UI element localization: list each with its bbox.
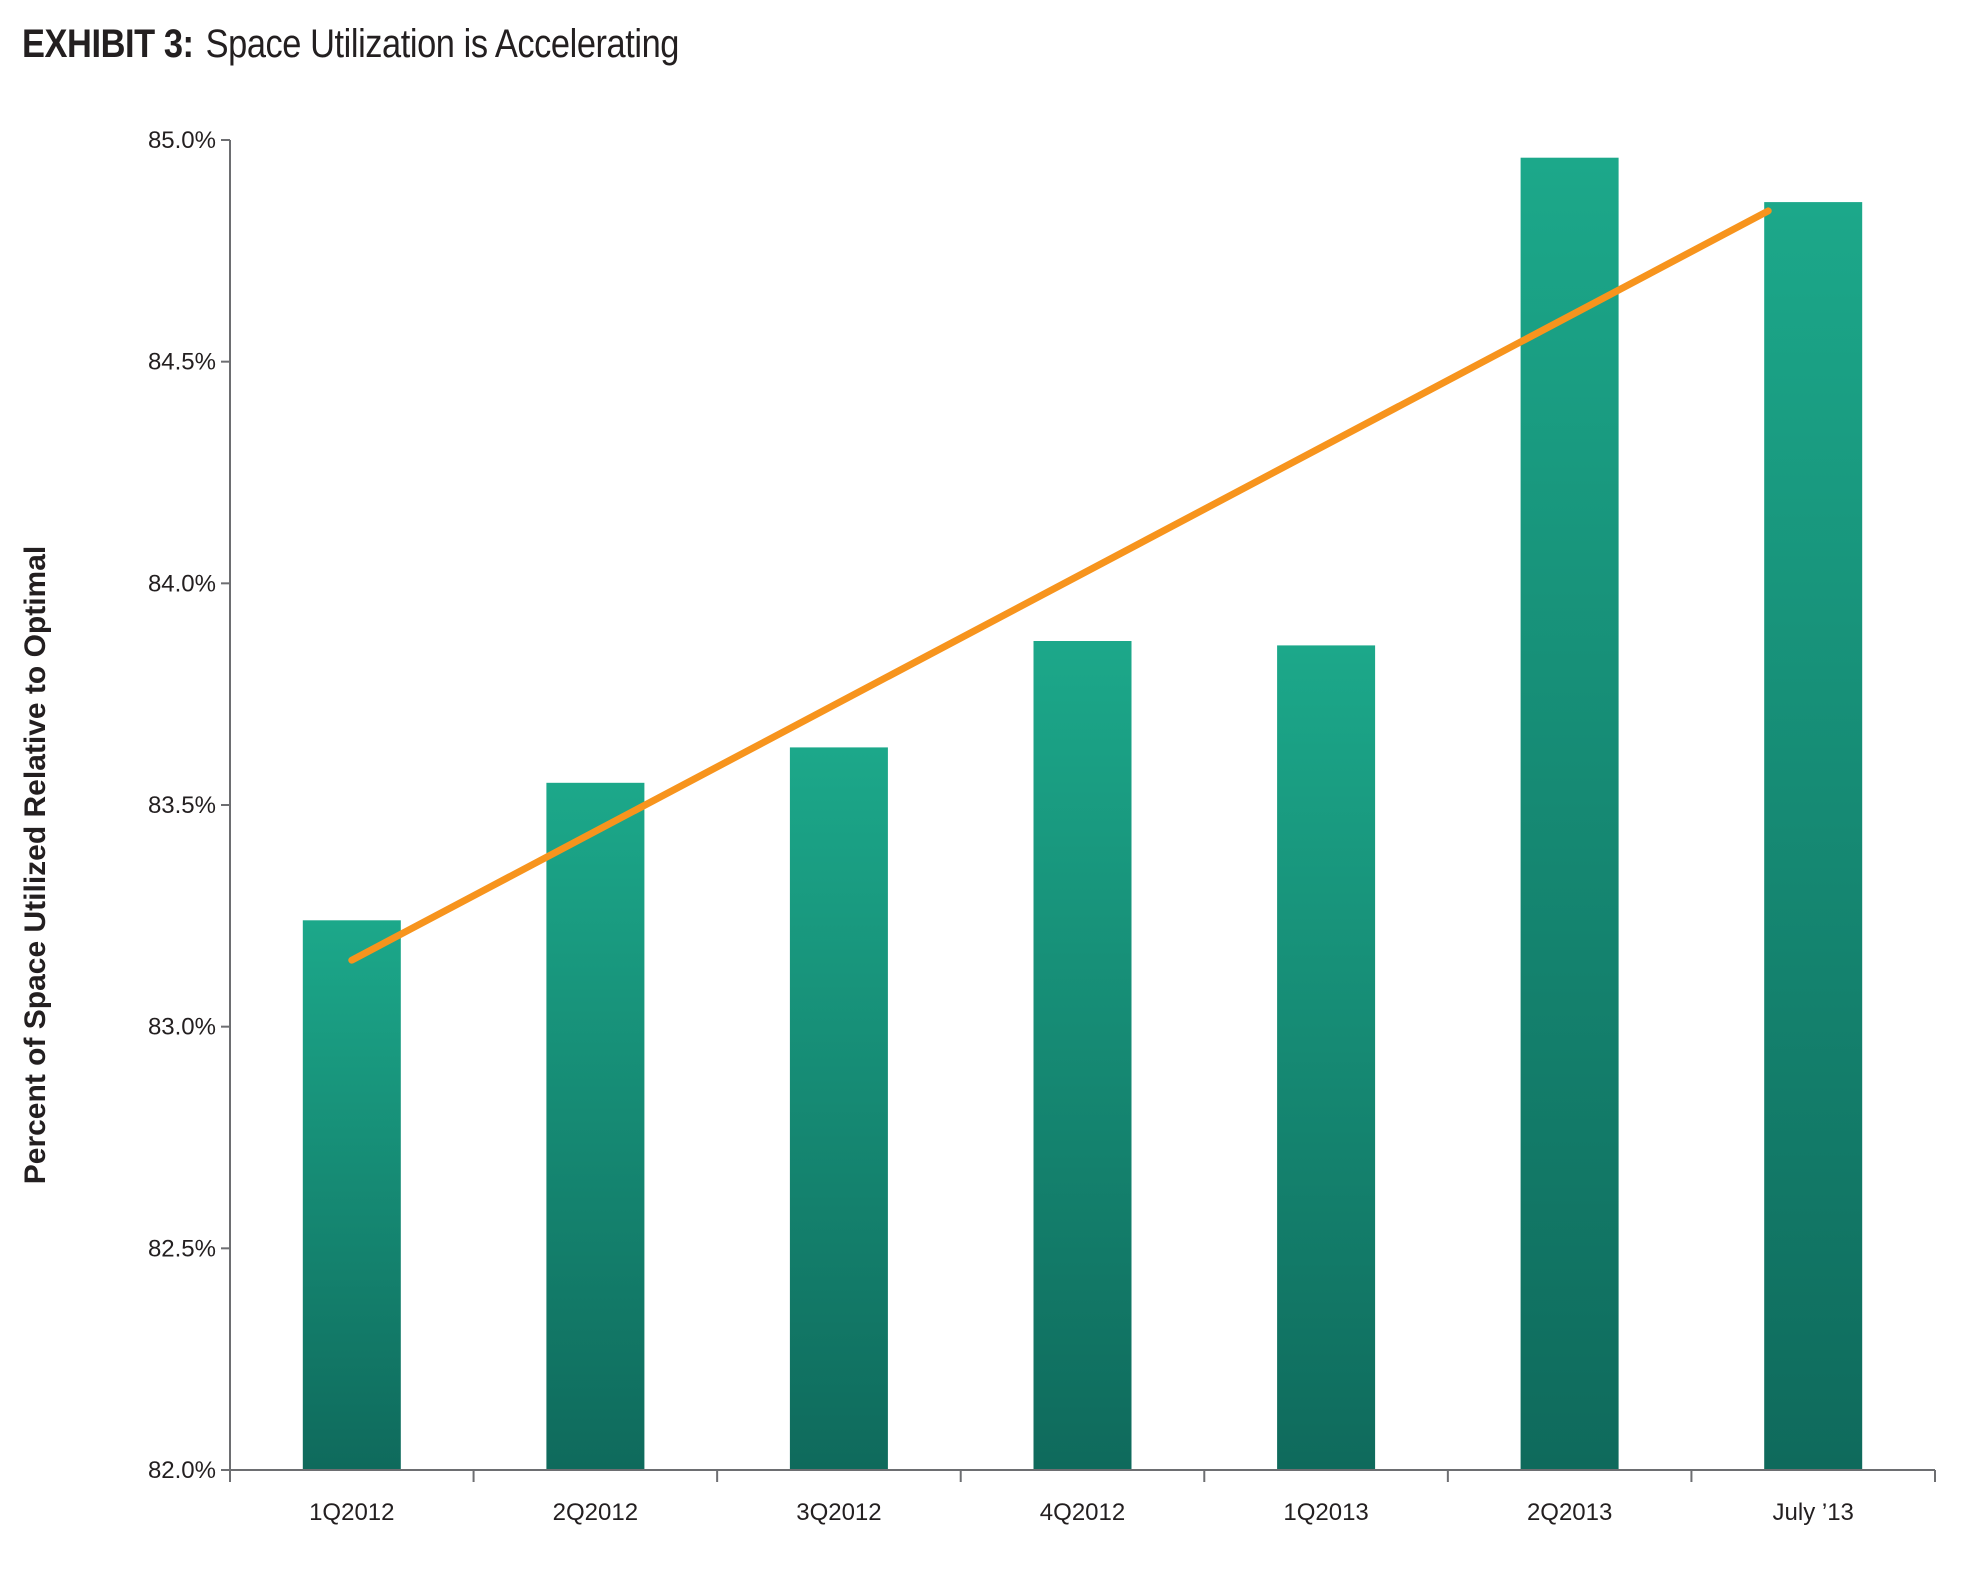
axes: 82.0% 82.5% 83.0% 83.5% 84.0% 84.5% 85.0% 1Q201… [148,127,1936,1526]
y-tick-label-0: 82.0% [148,1457,216,1484]
y-tick-label-6: 85.0% [148,127,216,154]
bar-1 [546,782,645,1470]
y-tick-label-1: 82.5% [148,1235,216,1262]
x-tick-label-0: 1Q2012 [309,1499,394,1526]
bar-6 [1764,202,1863,1471]
x-tick-label-6: July ’13 [1773,1499,1854,1526]
bar-4 [1277,645,1376,1470]
x-tick-label-2: 3Q2012 [796,1499,881,1526]
x-tick-label-4: 1Q2013 [1283,1499,1368,1526]
exhibit-label: EXHIBIT 3: [22,22,194,66]
y-tick-label-3: 83.5% [148,792,216,819]
y-axis-title: Percent of Space Utilized Relative to Op… [19,546,52,1185]
bar-3 [1033,641,1132,1470]
y-tick-label-5: 84.5% [148,349,216,376]
bars-layer [302,157,1863,1471]
exhibit-title-text: Space Utilization is Accelerating [205,22,680,66]
chart-title: EXHIBIT 3: Space Utilization is Accelerat… [22,22,679,67]
bar-5 [1520,157,1619,1471]
trendline [348,207,1772,964]
y-tick-label-4: 84.0% [148,570,216,597]
y-tick-label-2: 83.0% [148,1014,216,1041]
x-tick-label-3: 4Q2012 [1040,1499,1125,1526]
trendline-layer [348,207,1772,964]
bar-2 [789,747,888,1470]
x-tick-label-5: 2Q2013 [1527,1499,1612,1526]
x-tick-label-1: 2Q2012 [553,1499,638,1526]
bar-0 [302,920,401,1470]
